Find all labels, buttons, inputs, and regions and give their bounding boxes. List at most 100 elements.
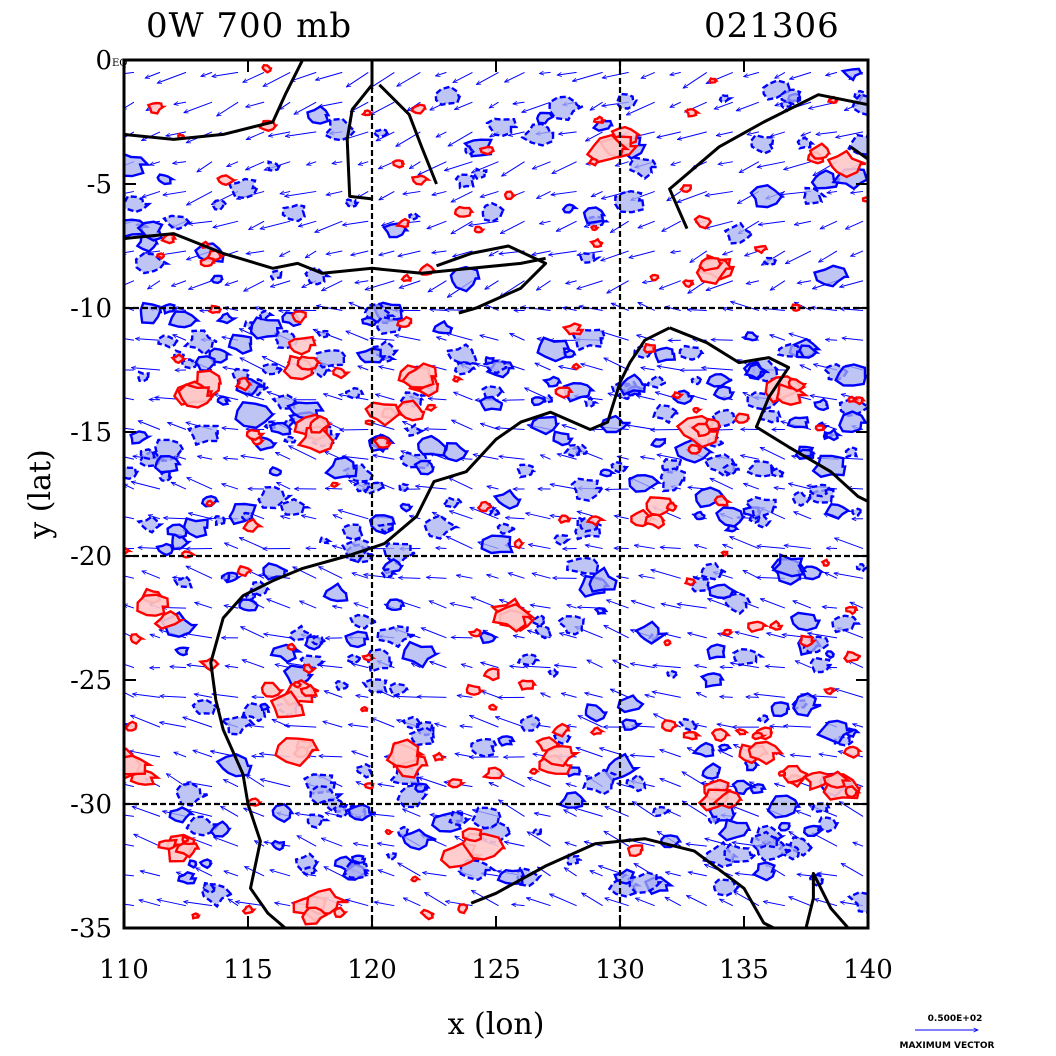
wind-vector bbox=[626, 101, 655, 116]
positive-contour bbox=[432, 751, 447, 762]
wind-vector bbox=[502, 400, 525, 401]
wind-vector bbox=[790, 755, 812, 757]
y-tick-labels: 0 -5 -10 -15 -20 -25 -30 -35 bbox=[70, 46, 112, 944]
wind-vector bbox=[473, 454, 499, 460]
positive-contour bbox=[391, 159, 406, 169]
positive-contour bbox=[643, 513, 666, 530]
wind-vector bbox=[718, 633, 733, 639]
wind-vector bbox=[659, 280, 681, 289]
negative-contour bbox=[343, 861, 370, 880]
negative-contour bbox=[712, 385, 736, 401]
wind-vector bbox=[354, 603, 369, 609]
wind-vector bbox=[321, 838, 343, 847]
wind-vector bbox=[606, 600, 629, 609]
wind-vector bbox=[687, 895, 708, 907]
wind-vector bbox=[615, 161, 629, 166]
map-title-datetime: 021306 bbox=[704, 6, 840, 46]
positive-contour bbox=[478, 145, 496, 156]
wind-vector bbox=[480, 190, 499, 197]
negative-contour bbox=[288, 624, 312, 642]
negative-contour bbox=[124, 218, 151, 238]
positive-contour bbox=[461, 827, 483, 843]
contour-field bbox=[124, 63, 868, 926]
wind-vector bbox=[403, 809, 421, 817]
wind-vector bbox=[487, 486, 499, 490]
wind-vector bbox=[455, 754, 473, 758]
wind-vector bbox=[657, 131, 681, 138]
positive-contour bbox=[174, 842, 201, 859]
negative-contour bbox=[432, 319, 454, 335]
negative-contour bbox=[791, 489, 813, 507]
wind-vector bbox=[558, 132, 577, 134]
wind-vector bbox=[770, 131, 786, 137]
negative-contour bbox=[484, 355, 496, 366]
positive-contour bbox=[395, 315, 413, 328]
wind-vector bbox=[741, 455, 759, 460]
wind-vector bbox=[554, 665, 577, 669]
positive-contour bbox=[698, 256, 724, 272]
negative-contour bbox=[481, 202, 508, 223]
wind-vector bbox=[590, 871, 603, 877]
wind-vector bbox=[579, 306, 603, 311]
wind-vector bbox=[427, 220, 447, 229]
wind-vector bbox=[403, 897, 421, 907]
wind-vector bbox=[639, 575, 655, 579]
wind-vector bbox=[267, 599, 291, 609]
wind-vector bbox=[730, 537, 760, 550]
positive-contour bbox=[751, 731, 768, 741]
negative-contour bbox=[723, 842, 759, 863]
wind-vector bbox=[817, 873, 838, 877]
positive-contour bbox=[124, 720, 138, 732]
positive-contour bbox=[844, 785, 862, 799]
wind-vector bbox=[352, 664, 369, 669]
wind-vector bbox=[197, 161, 213, 172]
negative-contour bbox=[262, 562, 289, 581]
wind-vector bbox=[845, 220, 864, 230]
negative-contour bbox=[268, 466, 283, 477]
negative-contour bbox=[344, 386, 365, 400]
wind-vector bbox=[489, 101, 499, 108]
wind-vector bbox=[252, 756, 265, 757]
negative-contour bbox=[182, 329, 218, 356]
positive-contour bbox=[191, 912, 201, 920]
negative-contour bbox=[270, 839, 286, 852]
negative-contour bbox=[578, 252, 602, 264]
wind-vector bbox=[342, 220, 369, 225]
negative-contour bbox=[759, 409, 782, 424]
positive-contour bbox=[177, 383, 216, 409]
wind-vector bbox=[323, 721, 343, 728]
wind-vector bbox=[763, 901, 786, 907]
wind-vector bbox=[353, 843, 369, 847]
negative-contour bbox=[732, 647, 766, 667]
negative-contour bbox=[812, 264, 850, 288]
wind-vector bbox=[264, 634, 291, 639]
wind-vector bbox=[730, 663, 759, 669]
negative-contour bbox=[480, 534, 514, 555]
wind-vector bbox=[530, 605, 551, 609]
negative-contour bbox=[535, 111, 555, 125]
wind-vector bbox=[270, 870, 291, 877]
positive-contour bbox=[482, 667, 500, 682]
positive-contour bbox=[360, 109, 373, 117]
wind-vector bbox=[512, 904, 525, 905]
wind-vector bbox=[138, 548, 160, 549]
wind-vector bbox=[421, 628, 447, 639]
negative-contour bbox=[650, 437, 667, 448]
negative-contour bbox=[186, 424, 220, 447]
wind-vector bbox=[637, 335, 655, 341]
negative-contour bbox=[628, 871, 664, 895]
wind-vector bbox=[760, 599, 786, 609]
wind-vector bbox=[246, 775, 265, 788]
negative-contour bbox=[257, 309, 276, 321]
wind-vector bbox=[315, 220, 343, 232]
positive-contour bbox=[665, 501, 678, 513]
negative-contour bbox=[556, 615, 585, 636]
negative-contour bbox=[536, 336, 571, 363]
positive-contour bbox=[216, 174, 239, 187]
negative-contour bbox=[497, 735, 516, 747]
wind-vector bbox=[638, 301, 655, 311]
positive-contour bbox=[410, 174, 432, 186]
wind-vector bbox=[124, 784, 135, 788]
wind-vector bbox=[249, 220, 265, 229]
negative-contour bbox=[659, 467, 687, 493]
